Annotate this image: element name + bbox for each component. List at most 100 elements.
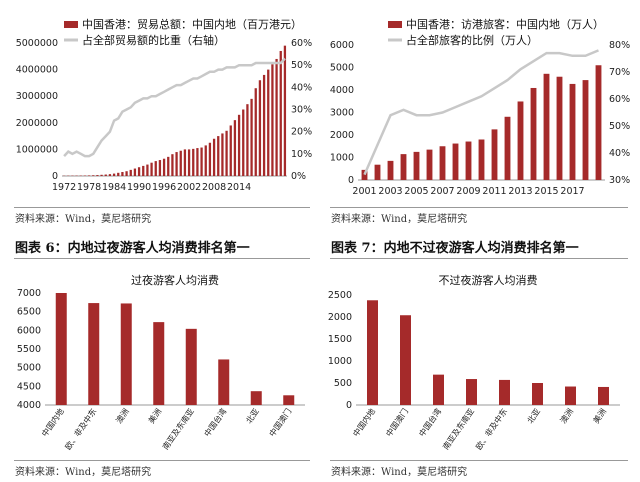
bar xyxy=(208,142,212,176)
bar xyxy=(183,149,187,176)
legend-bar-label: 中国香港：访港旅客：中国内地（万人） xyxy=(406,17,604,31)
source-note: 资料来源：Wind，莫尼塔研究 xyxy=(331,467,468,478)
y-tick-label: 1000 xyxy=(328,356,352,367)
bar xyxy=(569,83,576,180)
bar xyxy=(117,172,120,176)
category-label: 南亚及东南亚 xyxy=(160,406,196,451)
bar xyxy=(262,74,266,176)
bar xyxy=(258,80,262,176)
bar xyxy=(112,173,116,176)
divider-line xyxy=(330,207,628,208)
legend-line-label: 占全部旅客的比例（万人） xyxy=(406,33,538,47)
bar xyxy=(517,101,524,180)
bar xyxy=(87,175,91,176)
bar xyxy=(204,145,207,176)
category-label: 澳洲 xyxy=(114,406,131,425)
bar xyxy=(108,174,112,176)
y-left-tick-label: 2000000 xyxy=(16,118,58,129)
y-tick-label: 1500 xyxy=(328,334,352,345)
category-label: 中国台湾 xyxy=(417,406,444,438)
figure-caption-7: 图表 7：内地不过夜游客人均消费排名第一 xyxy=(331,241,579,256)
visitors-chart-panel: 0 1000 2000 3000 4000 5000 6000 30% 40% 50% 60% 70%… xyxy=(320,0,640,200)
category-label: 中国台湾 xyxy=(202,406,229,438)
y-right-tick-label: 0% xyxy=(291,171,306,182)
bar xyxy=(439,146,446,180)
bar xyxy=(225,130,228,176)
bar xyxy=(96,175,99,176)
x-tick-label: 2005 xyxy=(404,186,428,197)
y-left-tick-label: 4000 xyxy=(330,85,354,96)
bar xyxy=(283,45,287,176)
bar xyxy=(433,374,444,405)
sameday-spending-chart: 不过夜游客人均消费 0 500 1000 1500 2000 2500 中国内地 中国澳门 中国台… xyxy=(328,273,620,451)
figure-caption-6: 图表 6：内地过夜游客人均消费排名第一 xyxy=(15,241,250,256)
y-left-tick-label: 4000000 xyxy=(16,65,58,76)
legend-bar-swatch xyxy=(388,21,402,28)
y-left-tick-label: 5000000 xyxy=(16,38,58,49)
bar xyxy=(504,116,511,180)
bar xyxy=(129,169,132,176)
bar xyxy=(185,328,197,405)
bar xyxy=(466,379,477,405)
divider-line xyxy=(14,460,310,461)
category-label: 澳洲 xyxy=(558,406,575,425)
category-label: 欧、非及中东 xyxy=(473,406,509,451)
bar xyxy=(283,395,295,405)
y-right-tick-label: 70% xyxy=(609,67,630,78)
divider-line xyxy=(330,460,628,461)
x-tick-label: 2008 xyxy=(202,182,226,193)
bar xyxy=(55,293,67,405)
visitors-chart: 0 1000 2000 3000 4000 5000 6000 30% 40% 50% 60% 70%… xyxy=(330,17,630,197)
bar xyxy=(229,125,232,176)
y-right-tick-label: 50% xyxy=(291,60,312,71)
bar xyxy=(478,139,485,180)
bar xyxy=(275,58,278,176)
bar xyxy=(100,174,103,176)
bar xyxy=(142,165,145,176)
bar xyxy=(187,149,191,176)
legend-bar-swatch xyxy=(64,21,78,28)
series-line xyxy=(63,57,286,158)
series-line xyxy=(363,49,599,176)
y-right-tick-label: 10% xyxy=(291,149,312,160)
y-left-tick-label: 1000000 xyxy=(16,144,58,155)
bar xyxy=(154,161,157,176)
divider-line xyxy=(330,258,628,259)
bar xyxy=(598,386,609,405)
chart-title: 不过夜游客人均消费 xyxy=(439,273,538,287)
y-left-tick-label: 2000 xyxy=(330,130,354,141)
bar xyxy=(400,315,411,405)
y-tick-label: 5500 xyxy=(17,344,41,355)
bar xyxy=(88,303,100,405)
bar xyxy=(279,50,282,177)
x-tick-label: 1978 xyxy=(77,182,101,193)
category-label: 中国澳门 xyxy=(384,406,411,438)
x-tick-label: 1984 xyxy=(102,182,126,193)
y-tick-label: 4000 xyxy=(17,400,41,411)
y-right-tick-label: 60% xyxy=(291,38,312,49)
bar xyxy=(254,88,257,176)
y-tick-label: 0 xyxy=(346,400,352,411)
y-left-tick-label: 3000 xyxy=(330,108,354,119)
category-label: 中国内地 xyxy=(39,406,66,438)
bar xyxy=(499,379,510,405)
x-tick-label: 1972 xyxy=(52,182,76,193)
x-tick-label: 2013 xyxy=(508,186,532,197)
y-left-tick-label: 0 xyxy=(348,175,354,186)
divider-line xyxy=(14,207,310,208)
x-tick-label: 2003 xyxy=(378,186,402,197)
y-right-tick-label: 30% xyxy=(609,175,630,186)
overnight-spending-chart: 过夜游客人均消费 4000 4500 5000 5500 6000 6500 7000 中国内地… xyxy=(17,273,305,451)
bar xyxy=(92,175,95,176)
bar xyxy=(175,152,178,176)
category-label: 南亚及东南亚 xyxy=(440,406,476,451)
bar xyxy=(218,359,230,405)
bar xyxy=(367,300,378,405)
bar xyxy=(237,114,241,176)
bar xyxy=(532,383,543,405)
y-tick-label: 4500 xyxy=(17,381,41,392)
bar xyxy=(374,164,381,180)
y-right-tick-label: 40% xyxy=(291,82,312,93)
y-right-tick-label: 80% xyxy=(609,40,630,51)
bar xyxy=(556,76,563,180)
